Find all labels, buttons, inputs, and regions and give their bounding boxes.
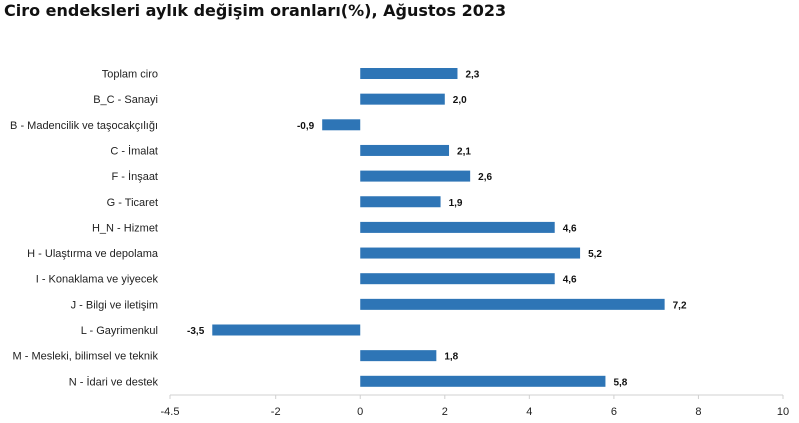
value-label: -3,5 (187, 326, 205, 337)
bar (360, 68, 458, 79)
x-tick-label: 2 (442, 406, 448, 418)
category-label: G - Ticaret (107, 197, 158, 209)
value-label: 2,6 (478, 172, 492, 183)
value-label: 1,8 (444, 352, 458, 363)
bar (360, 273, 555, 285)
bar (360, 93, 445, 105)
bar (360, 298, 665, 310)
x-tick-label: 0 (357, 406, 363, 418)
x-tick-label: 6 (611, 406, 617, 418)
value-label: 4,6 (563, 275, 577, 286)
bar (360, 170, 471, 182)
category-label: F - İnşaat (112, 170, 158, 183)
x-tick-label: -4.5 (161, 406, 180, 418)
category-label: I - Konaklama ve yiyecek (36, 274, 159, 286)
bar (360, 144, 450, 156)
value-label: 5,8 (613, 377, 627, 388)
bar (360, 247, 581, 259)
category-label: M - Mesleki, bilimsel ve teknik (13, 351, 159, 363)
x-tick-label: 4 (526, 406, 532, 418)
category-label: H_N - Hizmet (92, 222, 158, 234)
x-tick-label: 10 (777, 406, 789, 418)
value-label: 1,9 (449, 198, 463, 209)
bar (360, 196, 441, 208)
value-label: -0,9 (297, 121, 315, 132)
value-label: 7,2 (673, 300, 687, 311)
bars (212, 68, 665, 387)
bar (212, 324, 361, 336)
value-label: 4,6 (563, 223, 577, 234)
category-label: B_C - Sanayi (93, 94, 158, 106)
value-labels: 2,3 2,0 -0,9 2,1 2,6 1,9 4,6 5,2 4,6 7,2 -3,5 1,8 5,… (187, 70, 687, 389)
x-axis: -4.5 -2 0 2 4 6 8 10 (161, 394, 789, 418)
category-labels: Toplam ciro B_C - Sanayi B - Madencilik ve… (10, 69, 159, 389)
category-label: H - Ulaştırma ve depolama (27, 248, 159, 260)
category-label: Toplam ciro (102, 69, 158, 81)
x-tick-label: -2 (271, 406, 281, 418)
value-label: 2,0 (453, 95, 467, 106)
x-tick-label: 8 (695, 406, 701, 418)
category-label: C - İmalat (110, 144, 158, 157)
value-label: 2,3 (465, 70, 479, 81)
category-label: N - İdari ve destek (69, 375, 159, 388)
value-label: 5,2 (588, 249, 602, 260)
category-label: J - Bilgi ve iletişim (71, 299, 158, 311)
bar (360, 375, 606, 387)
bar (360, 221, 555, 233)
chart-title: Ciro endeksleri aylık değişim oranları(%… (4, 1, 507, 20)
bar (322, 119, 361, 131)
category-label: B - Madencilik ve taşocakçılığı (10, 120, 158, 132)
category-label: L - Gayrimenkul (81, 325, 158, 337)
value-label: 2,1 (457, 146, 471, 157)
bar (360, 350, 437, 362)
